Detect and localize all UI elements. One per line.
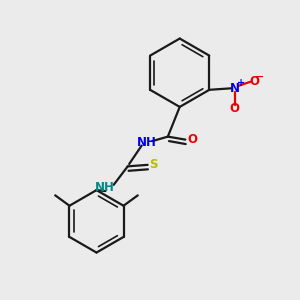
Text: S: S: [150, 158, 158, 171]
Text: NH: NH: [137, 136, 157, 149]
Text: O: O: [230, 102, 240, 115]
Text: −: −: [255, 71, 265, 81]
Text: N: N: [230, 82, 240, 95]
Text: O: O: [187, 133, 197, 146]
Text: +: +: [237, 78, 245, 88]
Text: N: N: [95, 181, 105, 194]
Text: H: H: [103, 181, 113, 194]
Text: O: O: [249, 75, 259, 88]
